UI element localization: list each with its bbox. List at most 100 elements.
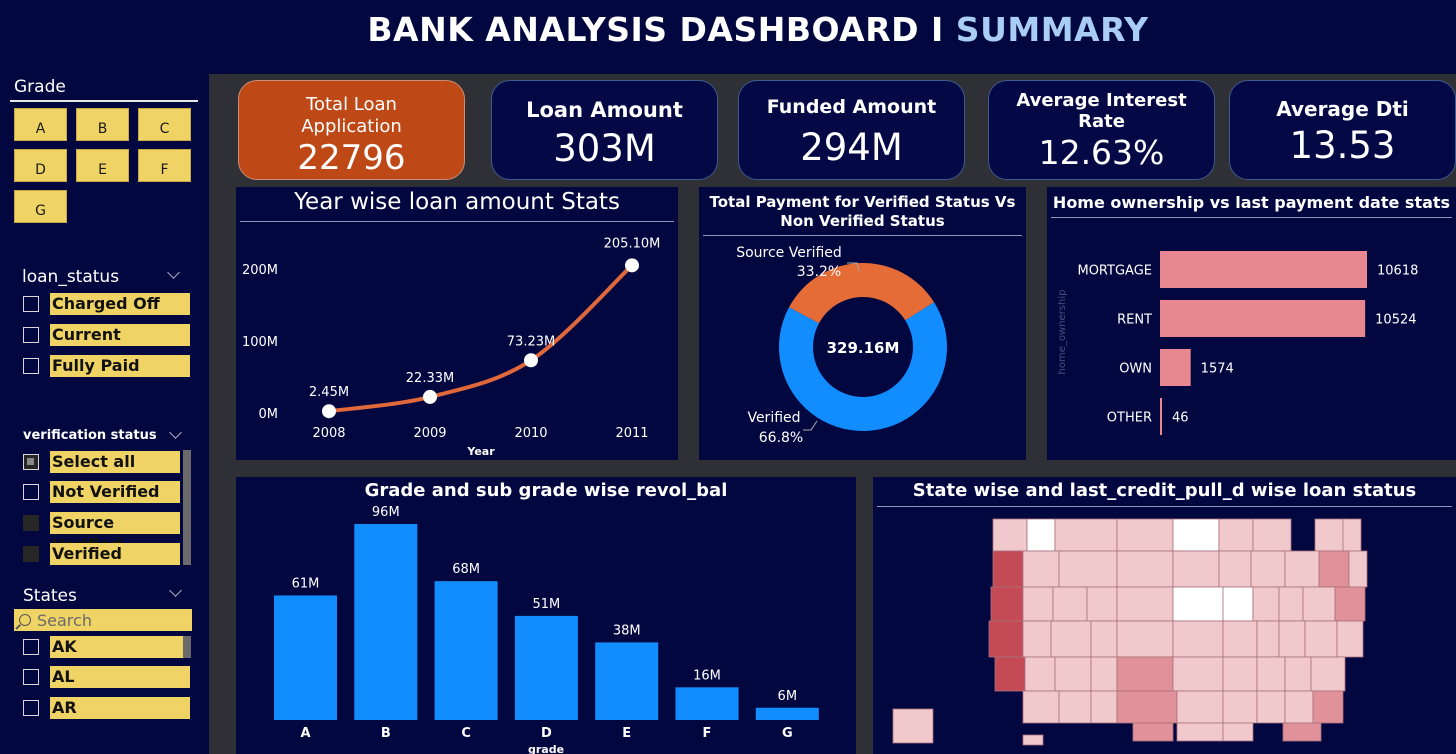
checkbox[interactable] <box>23 296 39 312</box>
leader-line <box>803 420 818 431</box>
option-label: Charged Off <box>50 293 190 315</box>
loan-status-option[interactable]: Current <box>23 324 190 346</box>
state-shape <box>1050 620 1092 658</box>
state-shape <box>1116 620 1174 658</box>
slice-pct-label: 66.8% <box>759 430 803 446</box>
state-shape <box>1022 550 1060 588</box>
data-label: 46 <box>1172 411 1189 426</box>
checkbox[interactable] <box>23 454 39 470</box>
chevron-down-icon[interactable] <box>167 266 180 279</box>
year-wise-loan-panel: Year wise loan amount Stats 0M 100M 200M 2.… <box>236 187 678 460</box>
data-label: 22.33M <box>406 371 454 386</box>
option-label: Source Verified <box>50 512 180 554</box>
state-shape <box>1312 690 1344 724</box>
option-label: Fully Paid <box>50 355 190 377</box>
kpi-value: 22796 <box>297 138 406 178</box>
slice-name-label: Source Verified <box>736 245 842 261</box>
bar <box>1160 251 1367 288</box>
state-shape <box>1256 620 1280 658</box>
x-axis-label: Year <box>466 445 495 458</box>
bar <box>1160 300 1366 337</box>
series-line <box>327 263 634 414</box>
state-shape <box>994 656 1026 692</box>
grade-button-f[interactable]: F <box>138 149 191 182</box>
state-shape <box>1058 550 1118 588</box>
state-shape <box>1304 620 1338 658</box>
state-shape <box>1284 550 1320 588</box>
kpi-value: 13.53 <box>1289 124 1396 167</box>
states-scrollbar[interactable] <box>183 636 191 658</box>
grade-button-e[interactable]: E <box>76 149 129 182</box>
chevron-down-icon[interactable] <box>169 584 182 597</box>
checkbox[interactable] <box>23 546 39 562</box>
state-shape <box>1252 518 1292 552</box>
state-shape <box>1256 690 1286 724</box>
chart-title: Home ownership vs last payment date stat… <box>1052 193 1451 212</box>
state-shape <box>1022 734 1044 746</box>
state-map-panel: State wise and last_credit_pull_d wise l… <box>873 477 1456 754</box>
category-label: OWN <box>1119 362 1152 377</box>
panel-divider <box>877 506 1452 507</box>
kpi-label: Application <box>301 116 402 137</box>
x-tick-label: C <box>461 726 471 741</box>
us-state-map[interactable] <box>873 477 1456 754</box>
kpi-average-dti: Average Dti 13.53 <box>1229 80 1456 180</box>
grade-button-a[interactable]: A <box>14 108 67 141</box>
data-label: 96M <box>372 505 400 520</box>
state-shape <box>1024 656 1056 692</box>
option-label: Verified <box>50 543 180 565</box>
checkbox[interactable] <box>23 669 39 685</box>
grade-button-b[interactable]: B <box>76 108 129 141</box>
states-option[interactable]: AK <box>23 636 190 658</box>
state-shape <box>1172 586 1224 622</box>
checkbox[interactable] <box>23 639 39 655</box>
x-axis-label: grade <box>528 743 564 754</box>
states-search-input[interactable] <box>37 610 177 630</box>
state-shape <box>1086 586 1118 622</box>
checkbox[interactable] <box>23 700 39 716</box>
bar <box>1160 349 1191 386</box>
year-wise-line-chart: 0M 100M 200M 2.45M 2008 22.33M 2009 73.23M 2010 2… <box>242 236 660 458</box>
states-option[interactable]: AR <box>23 697 190 719</box>
state-shape <box>1310 656 1346 692</box>
kpi-funded-amount: Funded Amount 294M <box>738 80 965 180</box>
state-shape <box>1172 656 1224 692</box>
grade-button-c[interactable]: C <box>138 108 191 141</box>
verification-status-option[interactable]: Not Verified <box>23 481 180 503</box>
chevron-down-icon[interactable] <box>169 426 182 439</box>
state-shape <box>1116 550 1174 588</box>
verification-status-option[interactable]: Source Verified <box>23 512 180 554</box>
state-shape <box>1176 690 1224 724</box>
verification-scrollbar[interactable] <box>183 450 191 565</box>
kpi-label: Average Dti <box>1276 97 1409 121</box>
loan-status-slicer-title: loan_status <box>22 267 120 287</box>
grade-slicer-divider <box>10 100 198 102</box>
loan-status-option[interactable]: Charged Off <box>23 293 190 315</box>
category-label: RENT <box>1117 313 1152 328</box>
kpi-total-loan-application: Total Loan Application 22796 <box>238 80 465 180</box>
kpi-value: 294M <box>800 126 903 169</box>
checkbox[interactable] <box>23 358 39 374</box>
bar <box>595 642 659 720</box>
x-tick-label: D <box>541 726 552 741</box>
donut-slice <box>779 302 947 431</box>
checkbox[interactable] <box>23 327 39 343</box>
state-shape <box>1116 586 1174 622</box>
verification-status-option[interactable]: Verified <box>23 543 180 565</box>
grade-button-g[interactable]: G <box>14 190 67 223</box>
state-shape <box>990 586 1024 622</box>
data-point <box>524 353 538 368</box>
state-shape <box>1116 656 1174 692</box>
grade-button-d[interactable]: D <box>14 149 67 182</box>
state-shape <box>1054 656 1092 692</box>
checkbox[interactable] <box>23 484 39 500</box>
states-search[interactable] <box>14 609 192 631</box>
verification-status-option[interactable]: Select all <box>23 451 180 473</box>
checkbox[interactable] <box>23 515 39 531</box>
data-point <box>423 389 437 404</box>
data-label: 10524 <box>1375 313 1416 328</box>
loan-status-option[interactable]: Fully Paid <box>23 355 190 377</box>
data-point <box>625 258 639 273</box>
y-tick-label: 0M <box>259 407 279 422</box>
states-option[interactable]: AL <box>23 666 190 688</box>
